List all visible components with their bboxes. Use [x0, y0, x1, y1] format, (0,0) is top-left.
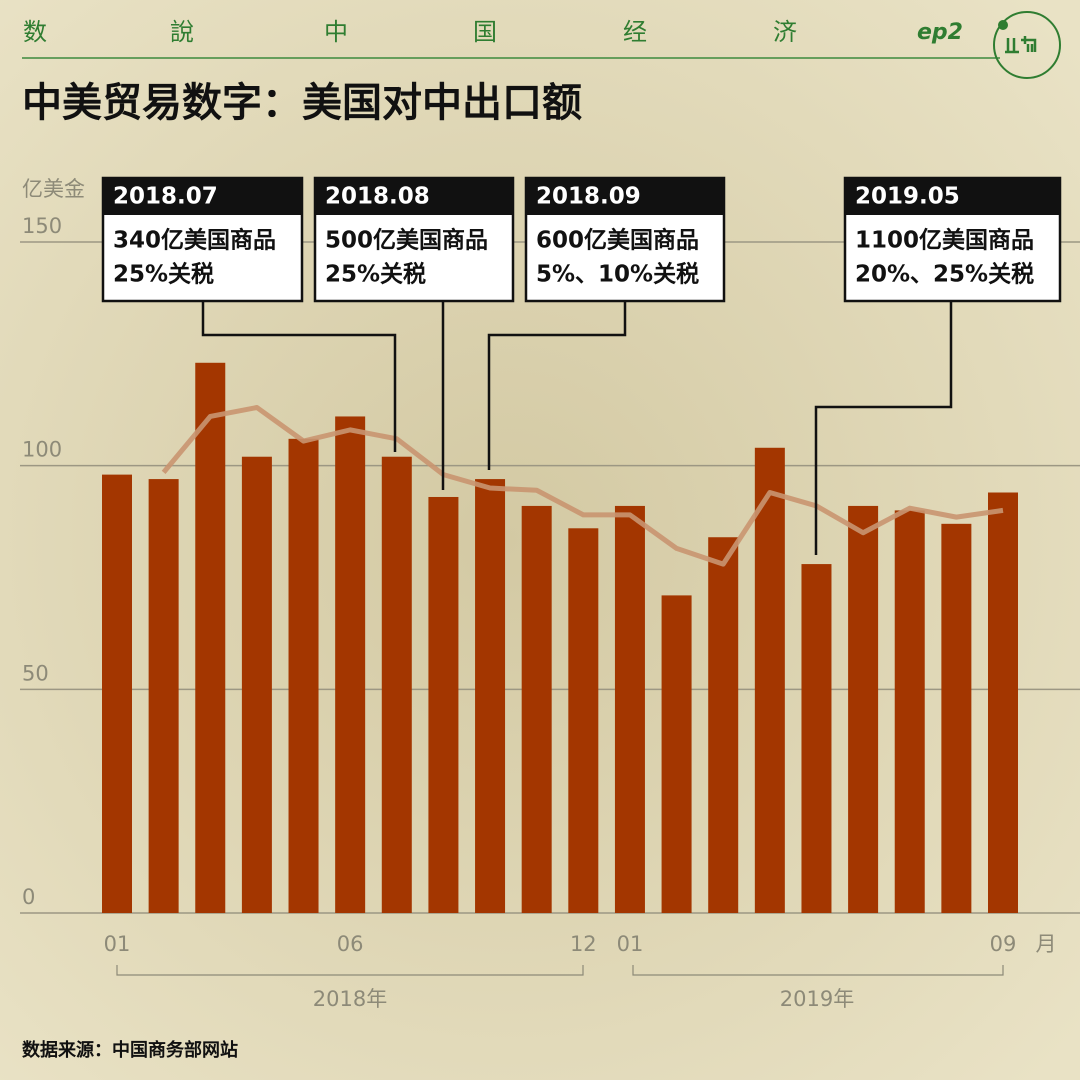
bar [335, 416, 366, 913]
connector [201, 301, 397, 452]
year-brackets [116, 965, 1004, 976]
brand-char: 数 [23, 18, 47, 46]
brand-char: 济 [773, 18, 797, 46]
bar [241, 456, 272, 913]
brand-char: 经 [623, 18, 647, 46]
year-label: 2019年 [780, 987, 854, 1011]
y-tick-label: 50 [22, 661, 49, 685]
annotation-text: 25%关税 [113, 261, 214, 288]
x-tick-label: 09 [990, 932, 1017, 956]
bar [102, 474, 132, 913]
bar [661, 595, 692, 913]
brand-char: 国 [473, 18, 497, 46]
brand-char: 中 [324, 18, 348, 46]
y-tick-label: 150 [22, 214, 62, 238]
y-tick-label: 0 [22, 885, 35, 909]
bar [475, 479, 506, 913]
x-unit: 月 [1036, 932, 1057, 956]
annotation-text: 600亿美国商品 [536, 227, 699, 254]
bar [894, 510, 925, 913]
annotation-text: 5%、10%关税 [536, 261, 699, 288]
annotation-text: 20%、25%关税 [855, 261, 1034, 288]
bar [708, 537, 739, 913]
year-label: 2018年 [313, 987, 387, 1011]
bar [428, 496, 459, 913]
bar [848, 505, 879, 913]
bar [521, 505, 552, 913]
y-axis-label: 亿美金 [22, 177, 85, 201]
annotation-header [103, 178, 302, 215]
annotation-date: 2019.05 [855, 184, 960, 210]
bar [381, 456, 412, 913]
connector [814, 301, 953, 555]
bar [195, 362, 226, 913]
x-tick-label: 06 [337, 932, 364, 956]
annotation-date: 2018.08 [325, 184, 430, 210]
annotation-date: 2018.07 [113, 184, 218, 210]
x-tick-label: 01 [617, 932, 644, 956]
bar [941, 523, 972, 913]
bar [801, 564, 832, 913]
source: 数据来源：中国商务部网站 [22, 1039, 238, 1061]
bar [568, 528, 599, 913]
annotation-text: 340亿美国商品 [113, 227, 276, 254]
logo [993, 11, 1061, 79]
trend-line [161, 405, 1004, 567]
chart-title: 中美贸易数字：美国对中出口额 [22, 80, 582, 126]
annotation-header [315, 178, 513, 215]
bar [754, 447, 785, 913]
x-tick-label: 12 [570, 932, 597, 956]
annotation-text: 500亿美国商品 [325, 227, 488, 254]
annotation-header [845, 178, 1060, 215]
bar [988, 492, 1018, 913]
annotation-text: 1100亿美国商品 [855, 227, 1034, 254]
annotation-date: 2018.09 [536, 184, 641, 210]
x-tick-label: 01 [104, 932, 131, 956]
brand-char: 說 [170, 18, 194, 46]
episode: ep2 [917, 20, 963, 45]
y-tick-label: 100 [22, 438, 62, 462]
annotation-text: 25%关税 [325, 261, 426, 288]
bar [614, 505, 645, 913]
connector [487, 301, 627, 470]
annotation-header [526, 178, 724, 215]
bar [288, 438, 319, 913]
bar [148, 479, 179, 913]
